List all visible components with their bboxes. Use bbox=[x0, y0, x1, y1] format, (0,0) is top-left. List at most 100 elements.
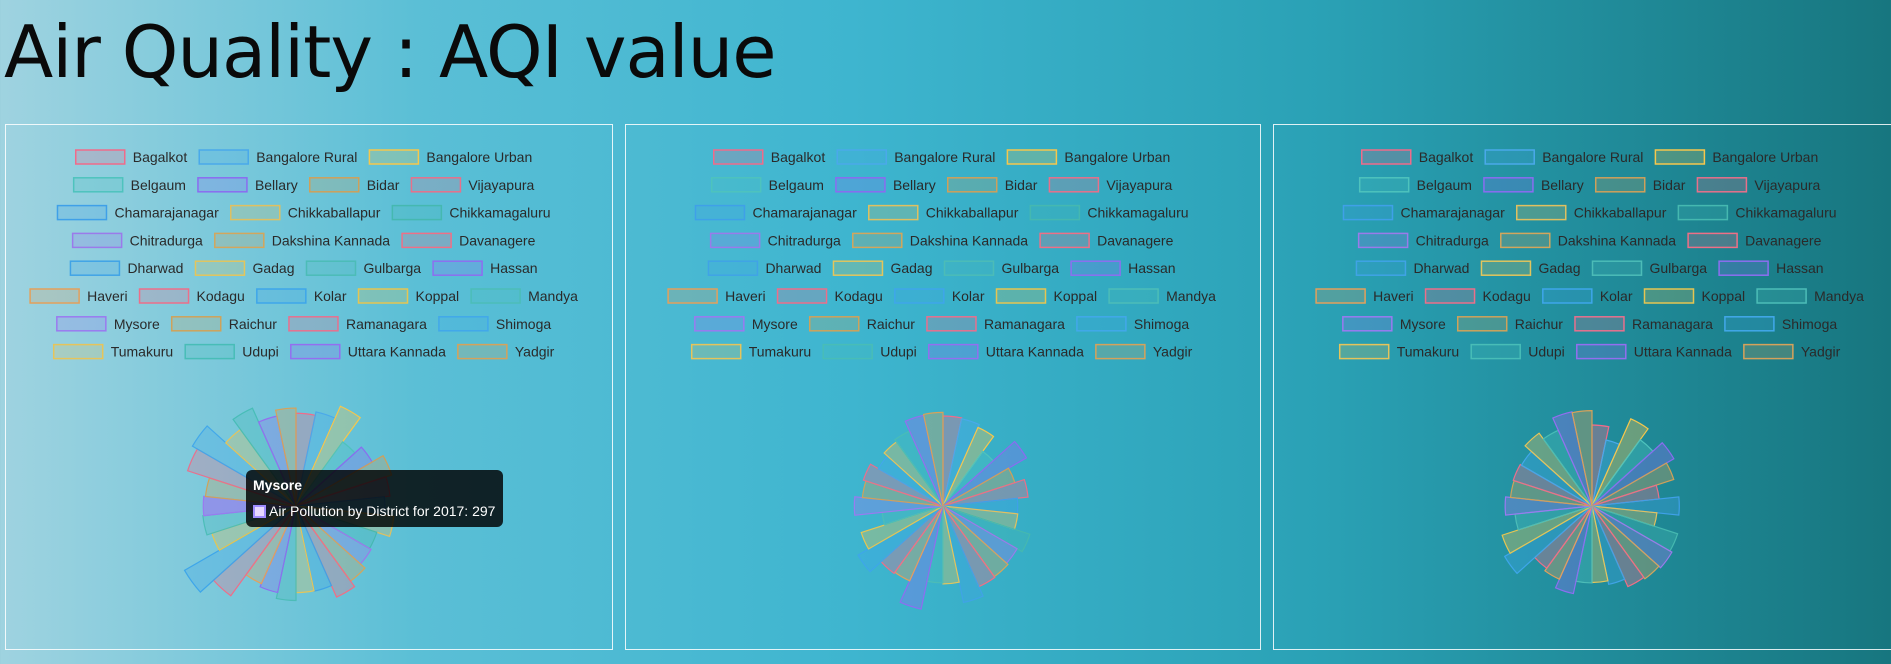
legend-item[interactable]: Mysore bbox=[694, 316, 798, 332]
legend-item[interactable]: Udupi bbox=[822, 344, 917, 360]
legend-item[interactable]: Chitradurga bbox=[709, 232, 841, 248]
legend-item[interactable]: Bangalore Urban bbox=[1006, 149, 1170, 165]
legend-item[interactable]: Dakshina Kannada bbox=[1500, 232, 1677, 248]
legend-item[interactable]: Kolar bbox=[1542, 288, 1633, 304]
legend-item[interactable]: Davanagere bbox=[1687, 232, 1822, 248]
legend-item[interactable]: Bellary bbox=[197, 177, 298, 193]
legend-item[interactable]: Chikkamagaluru bbox=[1029, 205, 1189, 221]
polar-wedge-davanagere[interactable] bbox=[1591, 505, 1645, 588]
legend-item[interactable]: Kolar bbox=[256, 288, 347, 304]
legend-item[interactable]: Bidar bbox=[946, 177, 1038, 193]
legend-item[interactable]: Chamarajanagar bbox=[1342, 205, 1505, 221]
legend-item[interactable]: Ramanagara bbox=[1574, 316, 1713, 332]
legend-item[interactable]: Kodagu bbox=[1424, 288, 1531, 304]
legend-item[interactable]: Gulbarga bbox=[1591, 260, 1708, 276]
legend-item[interactable]: Raichur bbox=[1456, 316, 1564, 332]
legend-item[interactable]: Davanagere bbox=[1039, 232, 1174, 248]
legend-item[interactable]: Chikkaballapur bbox=[1516, 205, 1667, 221]
legend-item[interactable]: Mandya bbox=[1756, 288, 1864, 304]
polar-wedge-kolar[interactable] bbox=[857, 505, 944, 573]
legend-item[interactable]: Udupi bbox=[1470, 344, 1565, 360]
legend-item[interactable]: Haveri bbox=[29, 288, 128, 304]
polar-wedge-mysore[interactable] bbox=[1504, 496, 1593, 516]
legend-item[interactable]: Hassan bbox=[432, 260, 538, 276]
polar-wedge-dharwad[interactable] bbox=[942, 505, 984, 604]
legend-item[interactable]: Gulbarga bbox=[943, 260, 1060, 276]
legend-item[interactable]: Belgaum bbox=[1358, 177, 1472, 193]
legend-item[interactable]: Bangalore Rural bbox=[1484, 149, 1643, 165]
legend-item[interactable]: Raichur bbox=[808, 316, 916, 332]
legend-item[interactable]: Uttara Kannada bbox=[1576, 344, 1732, 360]
legend-item[interactable]: Chamarajanagar bbox=[56, 205, 219, 221]
legend-item[interactable]: Gulbarga bbox=[305, 260, 422, 276]
legend-item[interactable]: Kodagu bbox=[776, 288, 883, 304]
polar-wedge-kolar[interactable] bbox=[1503, 505, 1593, 575]
legend-item[interactable]: Bangalore Urban bbox=[1654, 149, 1818, 165]
legend-item[interactable]: Dakshina Kannada bbox=[852, 232, 1029, 248]
legend-item[interactable]: Yadgir bbox=[1743, 344, 1841, 360]
legend-item[interactable]: Davanagere bbox=[401, 232, 536, 248]
legend-item[interactable]: Bellary bbox=[1483, 177, 1584, 193]
polar-wedge-kolar[interactable] bbox=[183, 505, 297, 593]
polar-wedge-bangalore-urban[interactable] bbox=[1591, 418, 1649, 507]
legend-item[interactable]: Haveri bbox=[667, 288, 766, 304]
polar-wedge-uttara-kannada[interactable] bbox=[1552, 411, 1593, 507]
legend-item[interactable]: Chitradurga bbox=[1357, 232, 1489, 248]
legend-item[interactable]: Belgaum bbox=[72, 177, 186, 193]
polar-wedge-dakshina-kannada[interactable] bbox=[1591, 505, 1660, 580]
legend-item[interactable]: Chikkaballapur bbox=[230, 205, 381, 221]
legend-item[interactable]: Udupi bbox=[184, 344, 279, 360]
legend-item[interactable]: Bagalkot bbox=[712, 149, 826, 165]
legend-item[interactable]: Chikkamagaluru bbox=[391, 205, 551, 221]
legend-item[interactable]: Shimoga bbox=[1076, 316, 1189, 332]
polar-wedge-bangalore-urban[interactable] bbox=[942, 426, 995, 507]
legend-item[interactable]: Koppal bbox=[357, 288, 460, 304]
legend-item[interactable]: Bidar bbox=[308, 177, 400, 193]
polar-wedge-ramanagara[interactable] bbox=[1512, 463, 1593, 507]
polar-wedge-davanagere[interactable] bbox=[295, 505, 356, 598]
legend-item[interactable]: Bagalkot bbox=[74, 149, 188, 165]
polar-area-chart-2[interactable]: Bagalkot Bangalore Rural Bangalore Urban Be… bbox=[626, 125, 1262, 651]
legend-item[interactable]: Gadag bbox=[194, 260, 295, 276]
legend-item[interactable]: Uttara Kannada bbox=[290, 344, 446, 360]
polar-wedge-haveri[interactable] bbox=[1544, 505, 1593, 580]
polar-area-chart-3[interactable]: Bagalkot Bangalore Rural Bangalore Urban Be… bbox=[1274, 125, 1891, 651]
legend-item[interactable]: Koppal bbox=[1643, 288, 1746, 304]
polar-wedge-chikkamagaluru[interactable] bbox=[942, 505, 1031, 553]
legend-item[interactable]: Mysore bbox=[56, 316, 160, 332]
legend-item[interactable]: Tumakuru bbox=[52, 344, 174, 360]
legend-item[interactable]: Bidar bbox=[1594, 177, 1686, 193]
legend-item[interactable]: Ramanagara bbox=[288, 316, 427, 332]
polar-area-chart-1[interactable]: Bagalkot Bangalore Rural Bangalore Urban Be… bbox=[6, 125, 614, 651]
polar-wedge-gadag[interactable] bbox=[942, 505, 960, 585]
polar-wedge-dharwad[interactable] bbox=[1591, 505, 1626, 586]
legend-item[interactable]: Koppal bbox=[995, 288, 1098, 304]
legend-item[interactable]: Bagalkot bbox=[1360, 149, 1474, 165]
polar-wedge-bidar[interactable] bbox=[1591, 462, 1675, 507]
legend-item[interactable]: Hassan bbox=[1070, 260, 1176, 276]
legend-item[interactable]: Tumakuru bbox=[690, 344, 812, 360]
legend-item[interactable]: Chitradurga bbox=[71, 232, 203, 248]
polar-wedge-koppal[interactable] bbox=[860, 505, 944, 550]
polar-wedge-mysore[interactable] bbox=[853, 496, 944, 516]
polar-wedge-hassan[interactable] bbox=[899, 505, 944, 610]
legend-item[interactable]: Ramanagara bbox=[926, 316, 1065, 332]
legend-item[interactable]: Dharwad bbox=[1355, 260, 1469, 276]
legend-item[interactable]: Yadgir bbox=[457, 344, 555, 360]
legend-item[interactable]: Chikkaballapur bbox=[868, 205, 1019, 221]
legend-item[interactable]: Bangalore Rural bbox=[198, 149, 357, 165]
legend-item[interactable]: Vijayapura bbox=[1696, 177, 1821, 193]
legend-item[interactable]: Hassan bbox=[1718, 260, 1824, 276]
legend-item[interactable]: Raichur bbox=[170, 316, 278, 332]
legend-item[interactable]: Tumakuru bbox=[1338, 344, 1460, 360]
polar-wedge-chamarajanagar[interactable] bbox=[1591, 496, 1680, 516]
polar-wedge-vijayapura[interactable] bbox=[942, 478, 1029, 507]
legend-item[interactable]: Bangalore Rural bbox=[836, 149, 995, 165]
legend-item[interactable]: Uttara Kannada bbox=[928, 344, 1084, 360]
polar-wedge-chitradurga[interactable] bbox=[1591, 505, 1673, 569]
legend-item[interactable]: Chamarajanagar bbox=[694, 205, 857, 221]
legend-item[interactable]: Kolar bbox=[894, 288, 985, 304]
legend-item[interactable]: Mandya bbox=[1108, 288, 1216, 304]
legend-item[interactable]: Dharwad bbox=[707, 260, 821, 276]
legend-item[interactable]: Bangalore Urban bbox=[368, 149, 532, 165]
